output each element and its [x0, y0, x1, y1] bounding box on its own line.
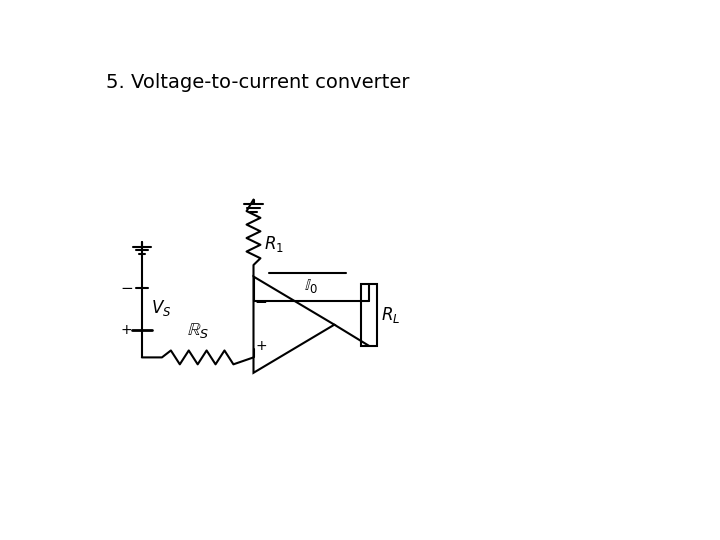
Text: $\mathbb{I}_0$: $\mathbb{I}_0$: [304, 276, 318, 294]
Text: +: +: [121, 323, 132, 336]
Text: 5. Voltage-to-current converter: 5. Voltage-to-current converter: [106, 72, 409, 91]
Text: $R_1$: $R_1$: [264, 234, 284, 254]
Text: $V_S$: $V_S$: [151, 298, 171, 318]
Text: $\mathbb{R}_S$: $\mathbb{R}_S$: [186, 321, 209, 340]
Text: +: +: [256, 340, 267, 353]
Text: −: −: [120, 281, 132, 296]
Bar: [361, 284, 377, 346]
Text: $R_L$: $R_L$: [382, 305, 400, 325]
Text: −: −: [255, 295, 268, 309]
